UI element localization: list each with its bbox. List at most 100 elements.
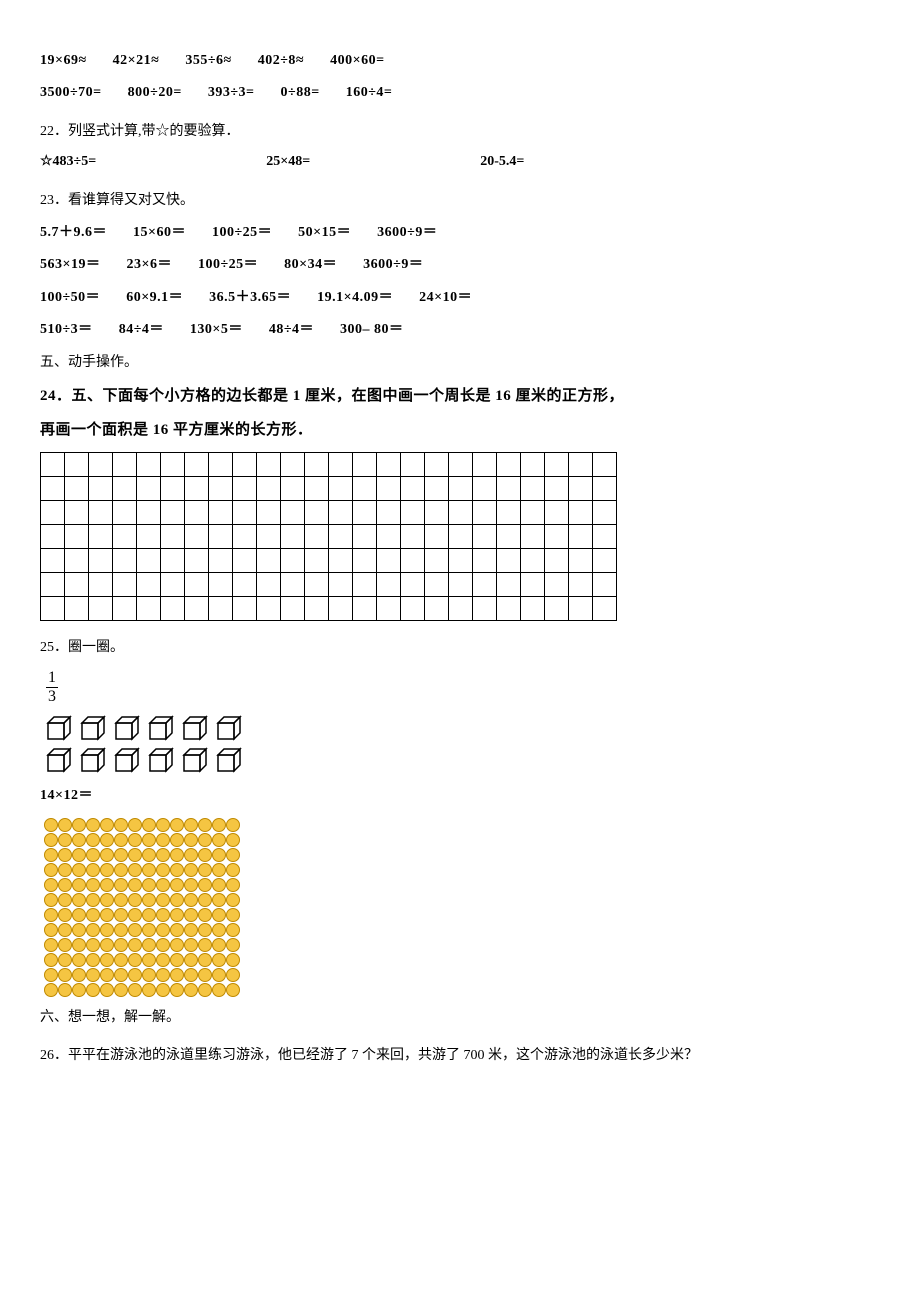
dot-icon <box>128 953 142 967</box>
dot-icon <box>184 833 198 847</box>
q25-dots <box>44 818 880 997</box>
dot-icon <box>198 818 212 832</box>
dot-icon <box>72 833 86 847</box>
dot-icon <box>170 833 184 847</box>
dot-icon <box>226 833 240 847</box>
dot-icon <box>156 863 170 877</box>
dot-icon <box>142 848 156 862</box>
dot-icon <box>86 968 100 982</box>
dot-icon <box>72 848 86 862</box>
dot-row <box>44 938 880 952</box>
dot-icon <box>170 953 184 967</box>
dot-icon <box>226 818 240 832</box>
expression: 5.7＋9.6＝ <box>40 225 107 240</box>
dot-row <box>44 923 880 937</box>
dot-icon <box>128 983 142 997</box>
expression: 80×34＝ <box>284 257 337 272</box>
dot-icon <box>198 983 212 997</box>
dot-icon <box>212 953 226 967</box>
dot-icon <box>128 878 142 892</box>
dot-icon <box>198 848 212 862</box>
dot-icon <box>156 908 170 922</box>
dot-icon <box>58 953 72 967</box>
q24-grid <box>40 452 617 621</box>
dot-icon <box>86 983 100 997</box>
dot-icon <box>72 893 86 907</box>
dot-icon <box>142 968 156 982</box>
dot-icon <box>212 818 226 832</box>
dot-icon <box>114 848 128 862</box>
dot-icon <box>100 938 114 952</box>
dot-icon <box>226 878 240 892</box>
cube-icon <box>214 713 244 743</box>
q22-item-1: ☆483÷5= <box>40 151 96 173</box>
q23-row1: 5.7＋9.6＝15×60＝100÷25＝50×15＝3600÷9＝ <box>40 222 880 244</box>
expression: 0÷88= <box>281 85 320 100</box>
dot-icon <box>44 818 58 832</box>
dot-row <box>44 983 880 997</box>
dot-icon <box>114 878 128 892</box>
dot-icon <box>156 983 170 997</box>
dot-icon <box>212 848 226 862</box>
dot-icon <box>142 983 156 997</box>
dot-icon <box>226 908 240 922</box>
dot-icon <box>58 968 72 982</box>
dot-icon <box>212 968 226 982</box>
dot-icon <box>58 983 72 997</box>
expression: 19.1×4.09＝ <box>317 290 393 305</box>
dot-icon <box>114 863 128 877</box>
q23-prompt: 23．看谁算得又对又快。 <box>40 190 880 212</box>
dot-icon <box>198 908 212 922</box>
expression: 563×19＝ <box>40 257 100 272</box>
dot-row <box>44 953 880 967</box>
dot-row <box>44 863 880 877</box>
q23-row3: 100÷50＝60×9.1＝36.5＋3.65＝19.1×4.09＝24×10＝ <box>40 287 880 309</box>
expression: 800÷20= <box>128 85 182 100</box>
dot-icon <box>170 848 184 862</box>
dot-icon <box>156 953 170 967</box>
cube-icon <box>146 713 176 743</box>
dot-icon <box>100 818 114 832</box>
q21-row1: 19×69≈42×21≈355÷6≈402÷8≈400×60= <box>40 50 880 72</box>
dot-icon <box>226 863 240 877</box>
dot-icon <box>44 953 58 967</box>
dot-icon <box>142 818 156 832</box>
dot-icon <box>142 923 156 937</box>
dot-icon <box>100 953 114 967</box>
dot-icon <box>226 983 240 997</box>
dot-icon <box>156 833 170 847</box>
dot-icon <box>128 848 142 862</box>
dot-icon <box>100 833 114 847</box>
dot-icon <box>114 938 128 952</box>
dot-icon <box>44 968 58 982</box>
dot-icon <box>170 908 184 922</box>
expression: 100÷25＝ <box>212 225 272 240</box>
dot-icon <box>198 863 212 877</box>
expression: 400×60= <box>330 53 384 68</box>
expression: 15×60＝ <box>133 225 186 240</box>
dot-icon <box>156 848 170 862</box>
section5-title: 五、动手操作。 <box>40 352 880 374</box>
dot-icon <box>72 908 86 922</box>
q23-row2: 563×19＝23×6＝100÷25＝80×34＝3600÷9＝ <box>40 254 880 276</box>
cube-row <box>44 745 880 775</box>
expression: 355÷6≈ <box>185 53 231 68</box>
dot-icon <box>212 923 226 937</box>
expression: 3600÷9＝ <box>377 225 437 240</box>
cube-icon <box>180 745 210 775</box>
q22-item-3: 20-5.4= <box>480 151 524 173</box>
dot-row <box>44 968 880 982</box>
dot-icon <box>58 863 72 877</box>
cube-icon <box>180 713 210 743</box>
dot-icon <box>184 953 198 967</box>
q22-prompt: 22．列竖式计算,带☆的要验算． <box>40 121 880 143</box>
q23-row4: 510÷3＝84÷4＝130×5＝48÷4＝300– 80＝ <box>40 319 880 341</box>
dot-icon <box>156 878 170 892</box>
expression: 130×5＝ <box>190 322 243 337</box>
dot-icon <box>58 893 72 907</box>
dot-icon <box>156 818 170 832</box>
dot-icon <box>58 908 72 922</box>
cube-row <box>44 713 880 743</box>
dot-icon <box>44 908 58 922</box>
dot-icon <box>184 908 198 922</box>
